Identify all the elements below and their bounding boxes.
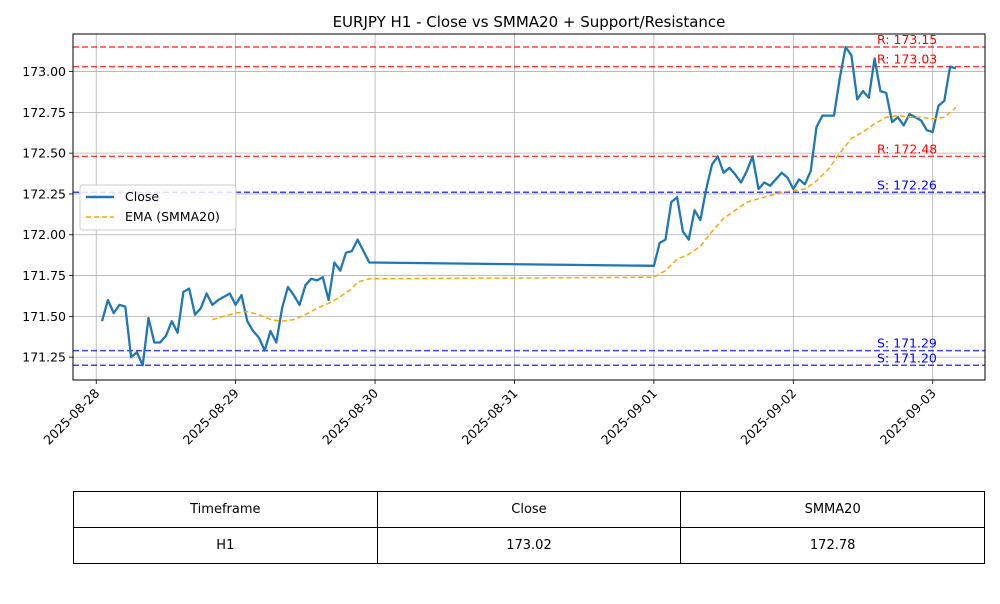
x-axis-ticks: 2025-08-28 2025-08-29 2025-08-30 2025-08-31… — [40, 380, 939, 448]
y-axis-ticks: 171.25 171.50 171.75 172.00 172.25 172.50 172.… — [22, 64, 73, 365]
table-header-row: Timeframe Close SMMA20 — [73, 491, 985, 528]
table-cell-smma20: 172.78 — [680, 527, 985, 564]
summary-table: Timeframe Close SMMA20 H1 173.02 172.78 — [73, 491, 985, 564]
x-tick-label: 2025-08-28 — [40, 385, 102, 447]
support-label: S: 172.26 — [877, 177, 937, 192]
legend-close-label: Close — [125, 189, 159, 204]
x-tick-label: 2025-09-02 — [737, 386, 799, 448]
table-row: H1 173.02 172.78 — [73, 527, 985, 564]
chart-title: EURJPY H1 - Close vs SMMA20 + Support/Re… — [333, 13, 726, 31]
plot-frame — [72, 33, 986, 381]
smma20-series-line — [212, 106, 957, 322]
x-tick-label: 2025-09-01 — [598, 386, 660, 448]
y-tick-label: 172.50 — [22, 146, 66, 161]
table-header-cell: Close — [376, 491, 682, 528]
close-series-line — [100, 45, 957, 367]
support-resistance-lines — [73, 46, 985, 367]
table-header-cell: Timeframe — [73, 491, 378, 528]
resistance-label: R: 173.15 — [877, 32, 937, 47]
resistance-label: R: 173.03 — [877, 52, 937, 67]
support-label: S: 171.20 — [877, 350, 937, 365]
legend-box — [79, 184, 237, 231]
x-tick-label: 2025-08-30 — [319, 385, 381, 447]
x-tick-label: 2025-09-03 — [877, 386, 939, 448]
y-tick-label: 171.75 — [22, 268, 66, 283]
legend: Close EMA (SMMA20) — [79, 184, 237, 231]
y-tick-label: 172.00 — [22, 227, 66, 242]
table-header-cell: SMMA20 — [680, 491, 985, 528]
table-cell-timeframe: H1 — [73, 527, 378, 564]
y-tick-label: 172.25 — [22, 186, 66, 201]
y-tick-label: 171.25 — [22, 350, 66, 365]
resistance-label: R: 172.48 — [877, 141, 937, 156]
series-lines — [100, 45, 957, 367]
support-label: S: 171.29 — [877, 336, 937, 351]
y-tick-label: 173.00 — [22, 64, 66, 79]
table-cell-close: 173.02 — [376, 527, 682, 564]
x-tick-label: 2025-08-29 — [180, 385, 242, 447]
legend-ema-label: EMA (SMMA20) — [125, 209, 220, 224]
y-tick-label: 172.75 — [22, 105, 66, 120]
x-tick-label: 2025-08-31 — [459, 386, 521, 448]
level-labels: R: 173.15 R: 173.03 R: 172.48 S: 172.26 S: 1… — [877, 32, 937, 365]
y-tick-label: 171.50 — [22, 309, 66, 324]
